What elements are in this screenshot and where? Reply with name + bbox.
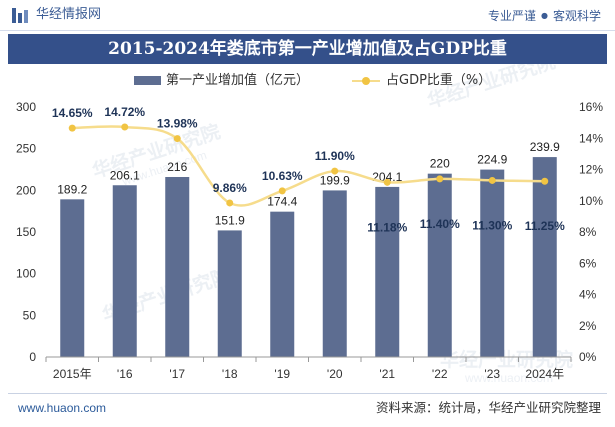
bar[interactable] <box>480 169 505 357</box>
line-value-label: 11.30% <box>472 218 512 232</box>
line-value-label: 11.90% <box>315 149 355 163</box>
line-value-label: 10.63% <box>262 169 303 183</box>
x-category-label: '18 <box>222 367 238 381</box>
x-category-label: 2015年 <box>53 367 92 381</box>
bar-chart-logo-icon[interactable] <box>12 8 28 23</box>
bar[interactable] <box>427 173 452 357</box>
x-axis: 2015年 '16 '17 '18 '19 '20 '21 '22 '23 2024年 <box>45 356 572 381</box>
y-left-tick-label: 300 <box>16 100 36 114</box>
slogan-left: 专业严谨 <box>487 9 536 23</box>
line-value-labels: 14.65% 14.72% 13.98% 9.86% 10.63% 11.90% 11.18… <box>52 105 565 234</box>
line-point[interactable] <box>383 178 391 186</box>
y-left-tick-label: 200 <box>16 183 36 197</box>
legend: 第一产业增加值（亿元） 占GDP比重（%） <box>0 71 615 91</box>
title-bar: 2015-2024年娄底市第一产业增加值及占GDP比重 <box>8 34 607 64</box>
legend-bar-label: 第一产业增加值（亿元） <box>166 73 310 88</box>
line-point[interactable] <box>541 177 549 185</box>
legend-bar-swatch <box>134 76 161 85</box>
y-left-tick-label: 150 <box>16 225 36 239</box>
y-right-axis: 0% 2% 4% 6% 8% 10% 12% 14% 16% <box>579 100 603 364</box>
line-point[interactable] <box>278 187 286 195</box>
y-left-tick-label: 0 <box>29 350 36 364</box>
y-right-tick-label: 6% <box>579 256 597 270</box>
footer-source-note: 资料来源：统计局，华经产业研究院整理 <box>375 400 601 415</box>
chart-title: 2015-2024年娄底市第一产业增加值及占GDP比重 <box>108 39 507 59</box>
slogan-separator-dot: ● <box>541 11 548 20</box>
slogan-right: 客观科学 <box>552 9 601 23</box>
line-value-label: 11.18% <box>367 220 407 234</box>
slogan: 专业严谨 ● 客观科学 <box>488 8 601 24</box>
line-value-label: 13.98% <box>157 117 198 131</box>
line-value-label: 14.72% <box>104 105 145 119</box>
y-right-tick-label: 16% <box>579 100 603 114</box>
bar-value-label: 216 <box>167 160 187 174</box>
legend-line-swatch <box>352 77 380 85</box>
x-category-label: '23 <box>484 367 500 381</box>
bar-value-label: 224.9 <box>477 153 507 167</box>
x-category-label: '19 <box>274 367 290 381</box>
x-category-label: 2024年 <box>525 367 564 381</box>
bar[interactable] <box>532 157 557 357</box>
y-right-tick-label: 2% <box>579 319 597 333</box>
footer-divider <box>8 393 607 394</box>
x-category-label: '17 <box>169 367 185 381</box>
y-right-tick-label: 10% <box>579 194 603 208</box>
bar[interactable] <box>217 230 242 357</box>
bar[interactable] <box>165 177 190 357</box>
footer-site-link[interactable]: www.huaon.com <box>18 401 107 415</box>
bar-value-label: 174.4 <box>267 195 297 209</box>
bar-value-label: 189.2 <box>57 182 87 196</box>
y-right-tick-label: 12% <box>579 163 603 177</box>
line-point[interactable] <box>121 123 129 131</box>
y-left-axis: 0 50 100 150 200 250 300 <box>16 100 36 364</box>
bar-value-label: 239.9 <box>530 140 560 154</box>
x-category-label: '16 <box>117 367 133 381</box>
y-right-tick-label: 8% <box>579 225 597 239</box>
bar[interactable] <box>112 185 137 357</box>
bar[interactable] <box>270 211 295 357</box>
line-value-label: 11.25% <box>525 219 565 233</box>
bar-value-label: 199.9 <box>320 173 350 187</box>
line-point[interactable] <box>68 124 76 132</box>
bar-value-label: 220 <box>430 157 450 171</box>
y-right-tick-label: 14% <box>579 131 603 145</box>
legend-line-label: 占GDP比重（%） <box>386 73 492 88</box>
bar[interactable] <box>375 186 400 357</box>
bar-series <box>60 157 557 357</box>
line-point[interactable] <box>173 135 181 143</box>
line-point[interactable] <box>436 175 444 183</box>
header: 华经情报网 专业严谨 ● 客观科学 <box>0 0 615 30</box>
watermark-site: www.huaon.com <box>464 371 553 385</box>
line-value-label: 14.65% <box>52 106 93 120</box>
y-right-tick-label: 4% <box>579 288 597 302</box>
x-category-label: '20 <box>327 367 343 381</box>
line-point[interactable] <box>331 167 339 175</box>
legend-line-dot <box>362 77 370 85</box>
brand-name[interactable]: 华经情报网 <box>36 7 102 22</box>
bar-value-label: 151.9 <box>215 213 245 227</box>
y-left-tick-label: 50 <box>23 308 37 322</box>
header-divider <box>0 30 615 31</box>
bar[interactable] <box>60 199 85 357</box>
y-left-tick-label: 250 <box>16 142 36 156</box>
x-category-label: '21 <box>379 367 395 381</box>
line-point[interactable] <box>488 176 496 184</box>
y-left-tick-label: 100 <box>16 267 36 281</box>
line-value-label: 9.86% <box>213 181 247 195</box>
line-value-label: 11.40% <box>420 217 460 231</box>
x-category-label: '22 <box>432 367 448 381</box>
y-right-tick-label: 0% <box>579 350 597 364</box>
bar[interactable] <box>322 190 347 357</box>
line-series <box>68 123 549 207</box>
bar-value-label: 206.1 <box>110 168 140 182</box>
line-point[interactable] <box>226 199 234 207</box>
line-path <box>72 125 545 207</box>
